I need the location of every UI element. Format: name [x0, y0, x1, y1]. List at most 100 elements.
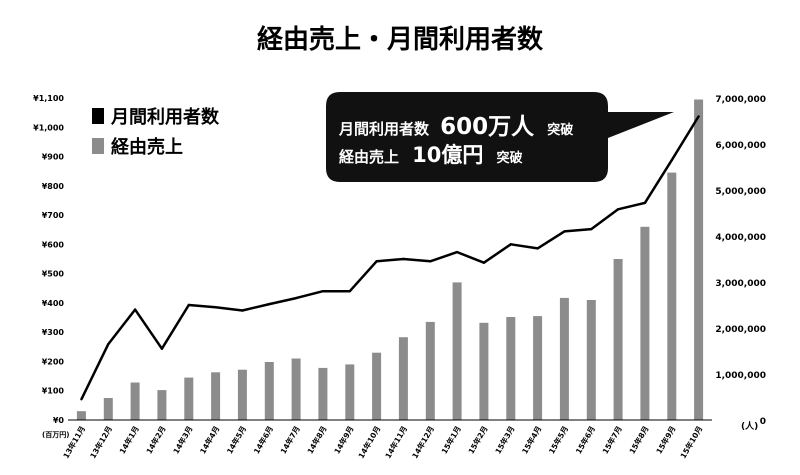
y-left-tick-label: ¥800: [42, 182, 65, 191]
y-left-tick-label: ¥500: [42, 270, 65, 279]
x-tick-label: 15年6月: [573, 424, 597, 456]
line-point-14年7月: [294, 296, 298, 300]
legend-swatch-sales: [92, 138, 104, 154]
y-left-tick-label: ¥1,100: [33, 94, 64, 103]
y-right-tick-label: 1,000,000: [715, 371, 766, 381]
line-series-monthly-users: [80, 115, 700, 400]
callout-line2-suffix: 突破: [496, 150, 522, 166]
chart-title: 経由売上・月間利用者数: [257, 24, 544, 55]
bar-14年8月: [318, 367, 328, 420]
legend-swatch-users: [92, 108, 104, 124]
bars-layer: [76, 99, 704, 420]
line-point-15年8月: [643, 201, 647, 205]
bar-13年11月: [76, 411, 86, 420]
bar-15年6月: [586, 300, 596, 420]
x-tick-label: 14年8月: [305, 424, 329, 456]
x-tick-label: 14年9月: [332, 424, 356, 456]
line-point-15年5月: [563, 230, 566, 233]
callout-line2-value: 10億円: [412, 143, 483, 167]
x-tick-label: 14年12月: [409, 424, 436, 460]
line-point-15年4月: [536, 247, 539, 250]
callout: 月間利用者数 600万人 突破 経由売上 10億円 突破: [326, 92, 674, 182]
y-left-tick-label: ¥200: [42, 358, 65, 367]
y-right-unit-label: (人): [741, 420, 758, 432]
bar-14年1月: [130, 382, 140, 420]
line-point-13年12月: [107, 342, 110, 346]
x-tick-label: 15年1月: [439, 424, 463, 456]
line-point-14年11月: [402, 257, 405, 261]
x-tick-label: 14年7月: [278, 424, 302, 456]
line-point-14年12月: [429, 260, 432, 263]
line-point-14年10月: [375, 260, 378, 263]
line-point-14年8月: [321, 290, 325, 293]
line-point-13年11月: [80, 398, 83, 401]
x-tick-label: 14年10月: [356, 424, 383, 460]
x-tick-label: 14年11月: [383, 424, 410, 460]
y-right-tick-label: 5,000,000: [715, 187, 766, 197]
bar-15年4月: [533, 316, 543, 420]
x-tick-label: 15年2月: [466, 424, 490, 456]
line-point-15年9月: [670, 158, 673, 162]
x-tick-label: 14年5月: [224, 424, 248, 456]
bar-15年8月: [640, 226, 650, 420]
line-point-14年3月: [187, 303, 190, 307]
y-left-tick-label: ¥100: [42, 387, 65, 396]
y-left-tick-label: ¥700: [42, 211, 65, 220]
y-right-tick-label: 0: [760, 417, 766, 427]
line-layer: [80, 115, 700, 401]
y-right-tick-label: 7,000,000: [715, 95, 766, 105]
x-tick-label: 15年4月: [519, 424, 543, 456]
callout-line2-prefix: 経由売上: [339, 148, 399, 166]
y-left-tick-label: ¥900: [42, 153, 65, 162]
x-tick-label: 14年3月: [171, 424, 195, 456]
bar-14年7月: [291, 358, 301, 420]
line-point-14年2月: [160, 347, 164, 350]
x-tick-label: 14年6月: [251, 424, 275, 456]
y-left-tick-label: ¥0: [53, 416, 65, 425]
bar-15年7月: [613, 259, 623, 420]
line-point-15年7月: [616, 208, 620, 211]
legend-label-users: 月間利用者数: [110, 106, 220, 128]
callout-line-2: 経由売上 10億円 突破: [339, 143, 522, 167]
bar-14年11月: [398, 337, 408, 420]
y-left-tick-label: ¥300: [42, 328, 65, 337]
x-tick-label: 15年3月: [493, 424, 517, 456]
y-left-tick-label: ¥600: [42, 240, 65, 249]
callout-line1-value: 600万人: [440, 114, 535, 140]
y-right-tick-label: 2,000,000: [715, 325, 766, 335]
bar-15年1月: [452, 282, 462, 420]
y-left-tick-label: ¥400: [42, 299, 65, 308]
bar-15年2月: [479, 322, 489, 420]
legend: 月間利用者数 経由売上: [92, 106, 220, 158]
line-point-15年3月: [509, 243, 512, 246]
labels-layer: 13年11月 13年12月 14年1月 14年2月 14年3月 14年4月 14年5月 14年…: [61, 424, 705, 460]
axes-layer: ¥0 ¥100 ¥200 ¥300 ¥400 ¥500 ¥600 ¥700 ¥800 ¥900 ¥1…: [33, 94, 766, 439]
callout-line1-prefix: 月間利用者数: [338, 120, 430, 138]
bar-15年5月: [559, 297, 569, 420]
line-point-14年1月: [133, 308, 137, 311]
bar-13年12月: [103, 398, 113, 420]
y-left-unit-label: (百万円): [42, 431, 69, 439]
bar-14年10月: [372, 352, 382, 420]
bar-15年9月: [667, 172, 677, 420]
bar-14年2月: [157, 390, 167, 420]
x-tick-label: 13年11月: [61, 424, 88, 460]
y-right-tick-label: 4,000,000: [715, 233, 766, 243]
bar-15年10月: [694, 99, 704, 420]
line-point-14年9月: [348, 290, 351, 293]
x-tick-label: 15年10月: [678, 424, 705, 460]
callout-bubble: [326, 92, 674, 182]
bar-15年3月: [506, 317, 516, 420]
y-left-tick-label: ¥1,000: [33, 123, 64, 132]
x-tick-label: 15年9月: [654, 424, 678, 456]
callout-line1-suffix: 突破: [547, 122, 573, 138]
line-point-14年6月: [268, 302, 271, 306]
bar-14年12月: [425, 321, 435, 420]
legend-label-sales: 経由売上: [111, 136, 183, 158]
x-tick-label: 14年4月: [197, 424, 221, 456]
y-right-tick-label: 6,000,000: [715, 141, 766, 151]
y-right-tick-label: 3,000,000: [715, 279, 766, 289]
bar-14年6月: [264, 362, 274, 420]
